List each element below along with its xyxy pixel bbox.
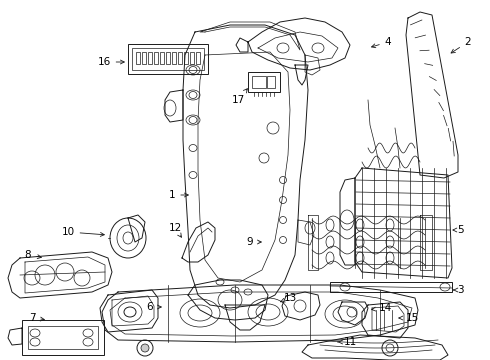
Bar	[330, 282, 452, 292]
Bar	[148, 52, 152, 64]
Bar	[154, 52, 158, 64]
Text: 5: 5	[453, 225, 464, 235]
Text: 11: 11	[338, 337, 357, 347]
Bar	[248, 72, 280, 92]
Bar	[136, 52, 140, 64]
Text: 17: 17	[231, 89, 247, 105]
Bar	[184, 52, 188, 64]
Text: 8: 8	[24, 250, 41, 260]
Bar	[166, 52, 170, 64]
Text: 12: 12	[169, 223, 182, 237]
Text: 2: 2	[451, 37, 471, 53]
Text: 6: 6	[147, 302, 161, 312]
Bar	[178, 52, 182, 64]
Text: 7: 7	[29, 313, 44, 323]
Text: 15: 15	[399, 313, 418, 323]
Bar	[28, 326, 98, 349]
Bar	[252, 76, 266, 88]
Text: 13: 13	[280, 293, 296, 303]
Bar	[172, 52, 176, 64]
Bar	[196, 52, 200, 64]
Bar	[142, 52, 146, 64]
Bar	[22, 320, 104, 355]
Text: 10: 10	[61, 227, 104, 237]
Text: 3: 3	[454, 285, 464, 295]
Bar	[128, 44, 208, 74]
Bar	[132, 48, 204, 70]
Bar	[160, 52, 164, 64]
Bar	[267, 76, 275, 88]
Text: 9: 9	[246, 237, 261, 247]
Text: 16: 16	[98, 57, 124, 67]
Text: 14: 14	[372, 303, 392, 313]
Ellipse shape	[141, 344, 149, 352]
Bar	[190, 52, 194, 64]
Text: 4: 4	[371, 37, 392, 48]
Text: 1: 1	[169, 190, 188, 200]
